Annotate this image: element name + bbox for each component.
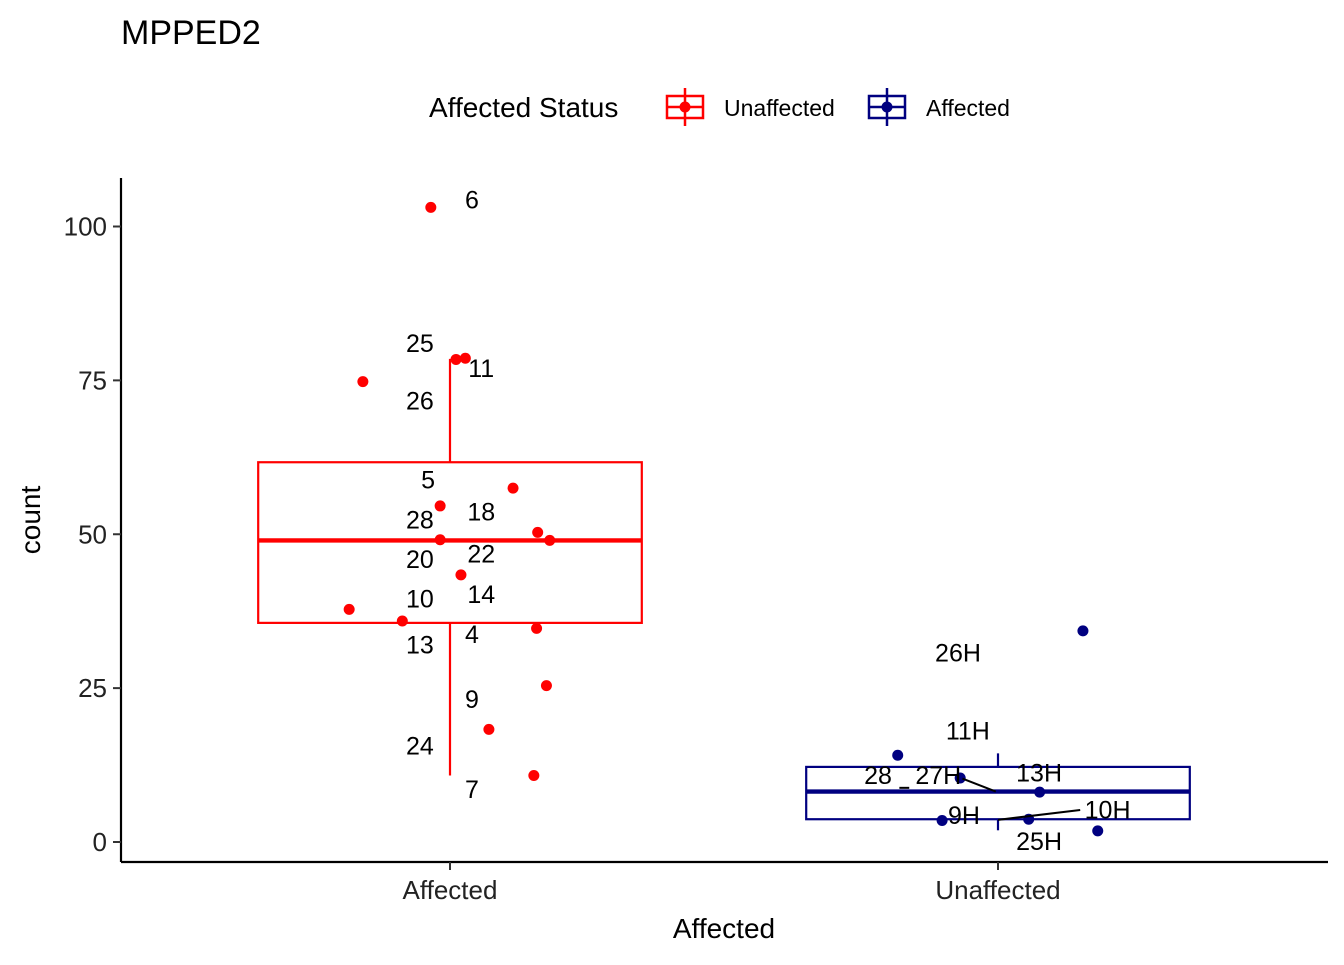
point-label: 28	[864, 762, 892, 790]
point-label: 7	[465, 776, 479, 804]
data-point	[343, 603, 355, 615]
chart-title: MPPED2	[121, 14, 261, 52]
group-unaffected: 26H 11H 28 27H 13H 9H 10H 25H	[805, 625, 1191, 856]
y-tick-label: 25	[78, 673, 107, 703]
legend-title: Affected Status	[429, 92, 618, 123]
data-point	[425, 201, 437, 213]
y-tick-label: 100	[64, 212, 107, 242]
legend-key-point	[679, 101, 691, 113]
plot-area: 6 25 11 26 5 18 28 22 20 14 10 4 13 9 24 7 26H 11H 28 27H 13…	[257, 186, 1191, 856]
point-label: 14	[467, 581, 495, 609]
data-point	[434, 534, 446, 546]
point-label: 24	[406, 732, 434, 760]
point-label: 9H	[948, 802, 980, 830]
y-axis: 0 25 50 75 100	[64, 178, 123, 862]
data-point	[892, 749, 904, 761]
point-label: 25H	[1016, 828, 1062, 856]
point-label: 9	[465, 686, 479, 714]
data-point	[483, 723, 495, 735]
point-label: 13	[406, 631, 434, 659]
data-point	[434, 500, 446, 512]
point-label: 4	[465, 621, 479, 649]
y-axis-title: count	[15, 486, 46, 555]
y-tick-label: 0	[93, 827, 107, 857]
legend-label: Affected	[926, 95, 1010, 121]
point-label: 10H	[1085, 796, 1131, 824]
x-tick-label: Affected	[403, 875, 498, 905]
data-point	[455, 569, 467, 581]
y-tick-label: 75	[78, 365, 107, 395]
point-label: 26	[406, 388, 434, 416]
data-point	[532, 526, 544, 538]
data-point	[936, 814, 948, 826]
data-point	[528, 770, 540, 782]
point-label: 11H	[946, 718, 990, 746]
point-label: 6	[465, 186, 479, 214]
data-point	[540, 680, 552, 692]
y-tick-label: 50	[78, 519, 107, 549]
data-point	[1077, 625, 1089, 637]
data-point	[544, 534, 556, 546]
data-point	[1034, 786, 1046, 798]
point-label: 18	[467, 498, 495, 526]
legend-key-unaffected: Unaffected	[665, 88, 835, 126]
legend: Affected Status Unaffected Affected	[429, 88, 1010, 126]
legend-key-affected: Affected	[867, 88, 1010, 126]
legend-label: Unaffected	[724, 95, 835, 121]
x-axis-title: Affected	[673, 913, 775, 944]
point-label: 20	[406, 546, 434, 574]
data-point	[459, 352, 471, 364]
point-label: 27H	[915, 762, 961, 790]
data-point	[1092, 825, 1104, 837]
data-point	[357, 376, 369, 388]
legend-key-point	[881, 101, 893, 113]
data-point	[954, 772, 966, 784]
point-label: 22	[467, 540, 495, 568]
point-label: 25	[406, 330, 434, 358]
point-label: 26H	[935, 639, 981, 667]
point-label: 5	[421, 466, 435, 494]
data-point	[531, 622, 543, 634]
point-label: 11	[468, 355, 494, 383]
point-label: 28	[406, 506, 434, 534]
data-point	[396, 615, 408, 627]
point-label: 13H	[1016, 759, 1062, 787]
x-axis: Affected Unaffected	[121, 860, 1328, 905]
x-tick-label: Unaffected	[935, 875, 1060, 905]
label-connector	[962, 777, 997, 793]
point-label: 10	[406, 585, 434, 613]
data-point	[507, 482, 519, 494]
data-point	[450, 353, 462, 365]
label-connector	[997, 809, 1081, 821]
group-affected: 6 25 11 26 5 18 28 22 20 14 10 4 13 9 24 7	[257, 186, 643, 804]
